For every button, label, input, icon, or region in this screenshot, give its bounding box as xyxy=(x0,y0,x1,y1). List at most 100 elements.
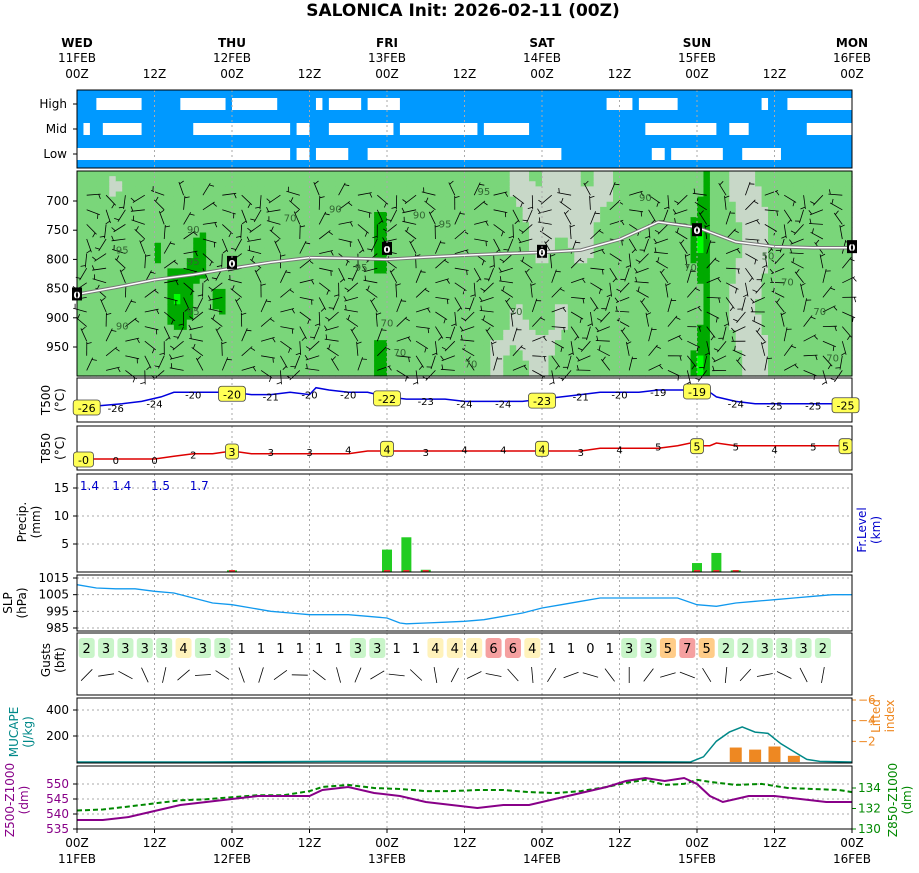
rh-cell xyxy=(284,202,291,208)
rh-cell xyxy=(775,176,782,182)
rh-cell xyxy=(775,330,782,336)
rh-cell xyxy=(400,330,407,336)
cloud-gap-mid xyxy=(297,123,310,135)
rh-cell xyxy=(652,361,659,367)
rh-cell xyxy=(206,340,213,346)
rh-cell xyxy=(361,361,368,367)
rh-cell xyxy=(833,284,840,290)
rh-cell xyxy=(310,222,317,228)
rh-cell xyxy=(167,284,174,290)
rh-cell xyxy=(258,186,265,192)
rh-cell xyxy=(632,176,639,182)
rh-cell xyxy=(742,289,749,295)
rh-cell xyxy=(620,176,627,182)
rh-cell xyxy=(284,238,291,244)
rh-cell xyxy=(200,243,207,249)
rh-cell xyxy=(471,350,478,356)
rh-cell xyxy=(723,181,730,187)
rh-cell xyxy=(251,284,258,290)
rh-cell xyxy=(716,202,723,208)
rh-cell xyxy=(77,212,84,218)
rh-cell xyxy=(762,294,769,300)
rh-cell xyxy=(762,340,769,346)
rh-cell xyxy=(542,212,549,218)
rh-cell xyxy=(587,345,594,351)
rh-cell xyxy=(490,202,497,208)
rh-cell xyxy=(516,186,523,192)
rh-cell xyxy=(393,330,400,336)
rh-cell xyxy=(406,263,413,269)
rh-cell xyxy=(290,243,297,249)
rh-cell xyxy=(413,268,420,274)
rh-cell xyxy=(497,304,504,310)
rh-cell xyxy=(77,197,84,203)
rh-cell xyxy=(264,366,271,372)
rh-cell xyxy=(600,279,607,285)
rh-cell xyxy=(555,258,562,264)
rh-cell xyxy=(678,309,685,315)
rh-cell xyxy=(620,197,627,203)
rh-cell xyxy=(419,294,426,300)
rh-cell xyxy=(813,284,820,290)
rh-cell xyxy=(116,345,123,351)
rh-cell xyxy=(439,340,446,346)
rh-cell xyxy=(678,217,685,223)
rh-cell xyxy=(561,253,568,259)
rh-cell xyxy=(129,304,136,310)
rh-cell xyxy=(83,304,90,310)
rh-cell xyxy=(251,243,258,249)
rh-cell xyxy=(465,309,472,315)
rh-cell xyxy=(155,284,162,290)
rh-cell xyxy=(729,197,736,203)
rh-cell xyxy=(161,243,168,249)
rh-cell xyxy=(755,274,762,280)
rh-cell xyxy=(742,258,749,264)
rh-cell xyxy=(277,243,284,249)
rh-cell xyxy=(374,263,381,269)
rh-cell xyxy=(83,263,90,269)
rh-cell xyxy=(116,181,123,187)
rh-cell xyxy=(568,222,575,228)
rh-cell xyxy=(297,289,304,295)
rh-cell xyxy=(96,335,103,341)
rh-cell xyxy=(206,350,213,356)
rh-cell xyxy=(129,258,136,264)
rh-cell xyxy=(697,356,704,362)
rh-cell xyxy=(155,186,162,192)
rh-cell xyxy=(477,325,484,331)
rh-cell xyxy=(781,192,788,198)
rh-cell xyxy=(529,217,536,223)
rh-cell xyxy=(542,181,549,187)
rh-cell xyxy=(264,238,271,244)
rh-cell xyxy=(142,330,149,336)
rh-cell xyxy=(368,186,375,192)
rh-cell xyxy=(781,233,788,239)
rh-cell xyxy=(652,356,659,362)
rh-cell xyxy=(555,243,562,249)
rh-cell xyxy=(620,345,627,351)
rh-cell xyxy=(807,253,814,259)
rh-cell xyxy=(503,274,510,280)
rh-cell xyxy=(374,212,381,218)
rh-cell xyxy=(116,294,123,300)
rh-cell xyxy=(555,356,562,362)
rh-cell xyxy=(419,202,426,208)
rh-cell xyxy=(180,350,187,356)
rh-cell xyxy=(264,181,271,187)
rh-cell xyxy=(387,227,394,233)
rh-cell xyxy=(826,171,833,177)
rh-cell xyxy=(607,258,614,264)
rh-cell xyxy=(587,304,594,310)
rh-cell xyxy=(258,171,265,177)
rh-cell xyxy=(393,186,400,192)
rh-cell xyxy=(200,361,207,367)
rh-cell xyxy=(200,202,207,208)
rh-cell xyxy=(400,176,407,182)
rh-cell xyxy=(658,320,665,326)
rh-cell xyxy=(419,171,426,177)
rh-cell xyxy=(516,294,523,300)
rh-cell xyxy=(271,361,278,367)
rh-cell xyxy=(400,186,407,192)
rh-cell xyxy=(232,345,239,351)
rh-cell xyxy=(794,207,801,213)
